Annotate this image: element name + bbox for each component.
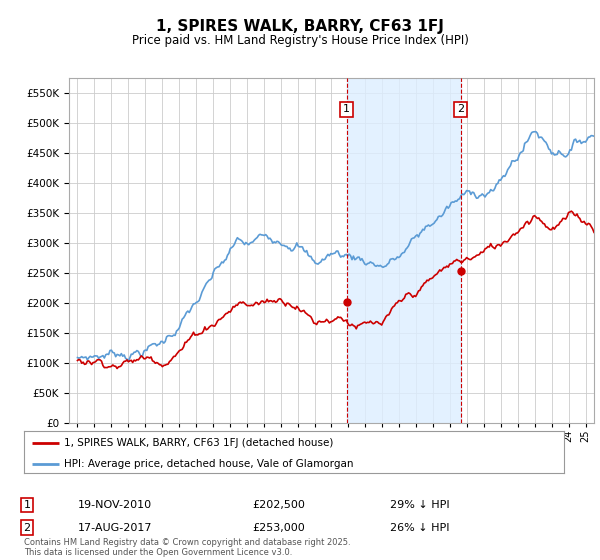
Text: 2: 2	[457, 104, 464, 114]
Text: £202,500: £202,500	[252, 500, 305, 510]
Text: 1, SPIRES WALK, BARRY, CF63 1FJ (detached house): 1, SPIRES WALK, BARRY, CF63 1FJ (detache…	[65, 438, 334, 448]
Text: 2: 2	[23, 522, 31, 533]
Text: 29% ↓ HPI: 29% ↓ HPI	[390, 500, 449, 510]
Bar	[347, 78, 461, 423]
Text: £253,000: £253,000	[252, 522, 305, 533]
Text: 17-AUG-2017: 17-AUG-2017	[78, 522, 152, 533]
Text: 1: 1	[23, 500, 31, 510]
Text: Price paid vs. HM Land Registry's House Price Index (HPI): Price paid vs. HM Land Registry's House …	[131, 34, 469, 47]
Text: 1: 1	[343, 104, 350, 114]
Text: 1, SPIRES WALK, BARRY, CF63 1FJ: 1, SPIRES WALK, BARRY, CF63 1FJ	[156, 20, 444, 34]
Text: HPI: Average price, detached house, Vale of Glamorgan: HPI: Average price, detached house, Vale…	[65, 459, 354, 469]
Text: 26% ↓ HPI: 26% ↓ HPI	[390, 522, 449, 533]
Text: 19-NOV-2010: 19-NOV-2010	[78, 500, 152, 510]
Text: Contains HM Land Registry data © Crown copyright and database right 2025.
This d: Contains HM Land Registry data © Crown c…	[24, 538, 350, 557]
